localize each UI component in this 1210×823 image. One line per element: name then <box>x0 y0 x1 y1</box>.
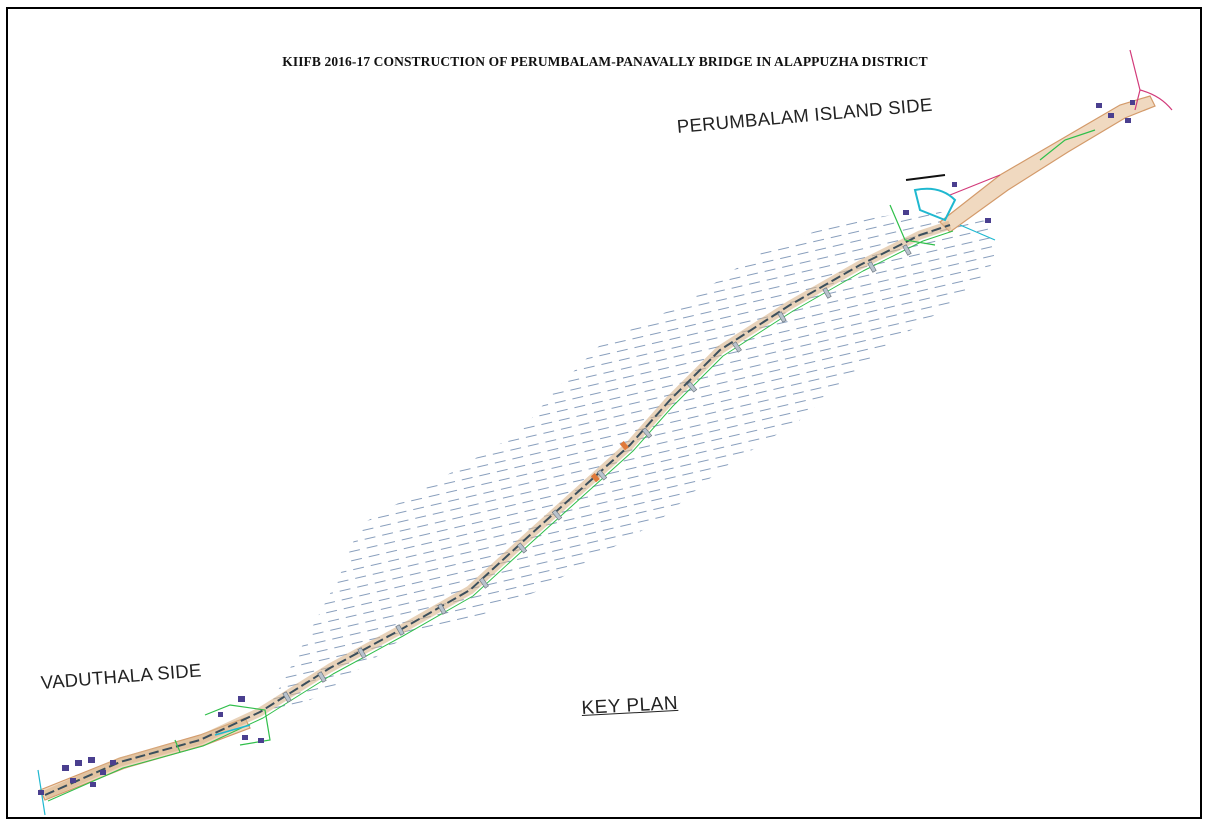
north-junction <box>889 49 1173 246</box>
pier-markers <box>282 244 912 703</box>
navigation-span-piers <box>590 441 629 483</box>
backwater-area <box>270 210 1000 715</box>
south-buildings <box>38 696 264 795</box>
north-approach-road <box>939 95 1156 233</box>
north-buildings <box>903 100 1135 223</box>
drawing-title: KIIFB 2016-17 CONSTRUCTION OF PERUMBALAM… <box>282 54 928 69</box>
